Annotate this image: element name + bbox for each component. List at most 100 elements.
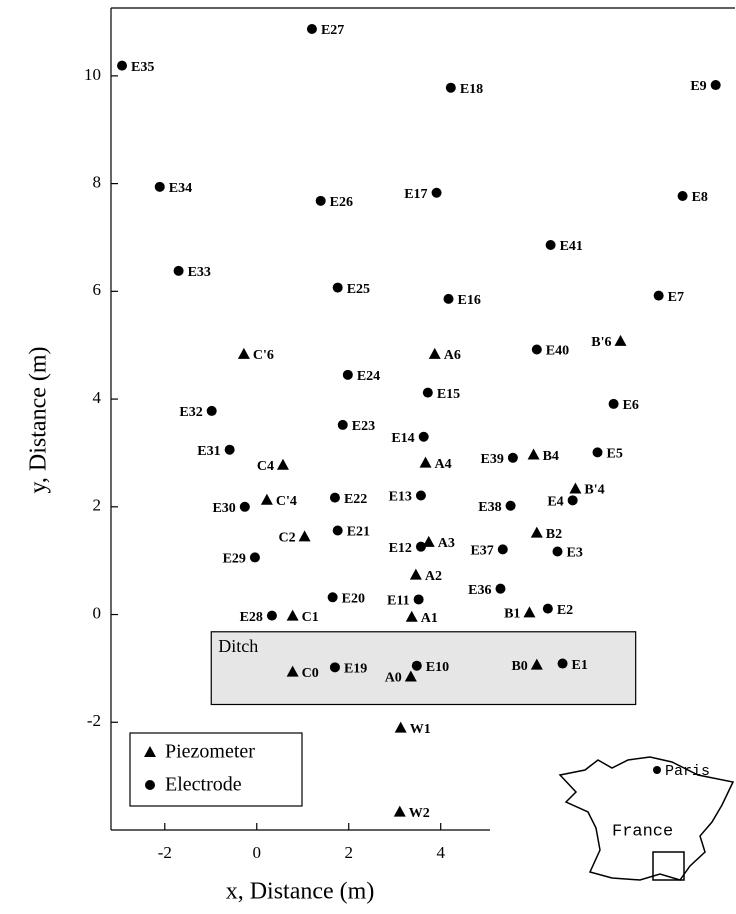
electrode-marker [306, 24, 317, 35]
point-label: E25 [347, 282, 370, 297]
piezometer-marker [394, 721, 407, 733]
electrode-marker [327, 592, 338, 603]
electrode-marker [542, 603, 553, 614]
inset-box [652, 851, 685, 881]
point-label: B'4 [584, 483, 604, 498]
electrode-marker [249, 552, 260, 563]
point-label: E31 [197, 444, 220, 459]
point-label: E35 [131, 60, 154, 75]
y-tick-label: 4 [93, 388, 102, 407]
point-label: A6 [444, 348, 461, 363]
electrode-marker [117, 60, 128, 71]
point-label: E23 [352, 419, 375, 434]
electrode-marker [315, 195, 326, 206]
point-label: A0 [385, 671, 402, 686]
point-label: A1 [421, 611, 438, 626]
electrode-marker [239, 501, 250, 512]
paris-dot [653, 766, 661, 774]
x-tick-label: -2 [158, 843, 172, 862]
piezometer-marker [422, 535, 435, 547]
piezometer-marker [530, 526, 543, 538]
piezometer-marker [276, 458, 289, 470]
piezometer-marker [405, 610, 418, 622]
electrode-marker [266, 610, 277, 621]
point-label: W1 [410, 722, 431, 737]
piezometer-marker [286, 609, 299, 621]
electrode-marker [552, 546, 563, 557]
electrode-marker [677, 190, 688, 201]
point-label: E38 [478, 500, 501, 515]
y-tick-label: 6 [93, 280, 102, 299]
electrode-marker [329, 662, 340, 673]
point-label: A3 [438, 536, 455, 551]
point-label: E32 [179, 405, 202, 420]
electrode-marker [443, 293, 454, 304]
piezometer-marker [260, 493, 273, 505]
piezometer-marker [419, 456, 432, 468]
point-label: B4 [543, 449, 559, 464]
point-label: E11 [387, 594, 410, 609]
electrode-marker [505, 500, 516, 511]
ditch [210, 631, 637, 706]
electrode-marker [497, 544, 508, 555]
legend-box [129, 732, 303, 807]
electrode-marker [557, 658, 568, 669]
point-label: E3 [567, 546, 583, 561]
y-axis-label: y, Distance (m) [26, 346, 52, 493]
electrode-marker [418, 431, 429, 442]
point-label: E18 [460, 82, 483, 97]
electrode-marker [332, 282, 343, 293]
point-label: E19 [344, 662, 367, 677]
point-label: E13 [389, 490, 412, 505]
piezometer-marker [298, 530, 311, 542]
y-tick-label: -2 [87, 711, 101, 730]
point-label: E20 [342, 592, 365, 607]
x-tick-label: 0 [253, 843, 262, 862]
point-label: B'6 [591, 335, 611, 350]
piezometer-marker [428, 347, 441, 359]
y-tick-label: 8 [93, 173, 102, 192]
point-label: B0 [511, 659, 527, 674]
point-label: E8 [692, 190, 708, 205]
point-label: E1 [572, 658, 588, 673]
point-label: E21 [347, 525, 370, 540]
legend-marker [145, 780, 155, 790]
point-label: E22 [344, 492, 367, 507]
point-label: C'4 [276, 494, 297, 509]
electrode-marker [545, 240, 556, 251]
france-label: France [612, 822, 673, 841]
electrode-marker [411, 660, 422, 671]
point-label: E9 [690, 79, 706, 94]
electrode-marker [413, 594, 424, 605]
piezometer-marker [393, 805, 406, 817]
piezometer-marker [614, 334, 627, 346]
point-label: E16 [458, 293, 481, 308]
y-tick-label: 10 [84, 65, 101, 84]
france-outline [558, 756, 735, 881]
electrode-marker [154, 181, 165, 192]
ditch-label: Ditch [218, 636, 258, 656]
point-label: E5 [607, 447, 623, 462]
x-tick-label: 4 [436, 843, 445, 862]
electrode-marker [173, 265, 184, 276]
piezometer-marker [237, 347, 250, 359]
france-inset: Paris France [558, 756, 735, 881]
paris-label: Paris [665, 763, 710, 780]
point-label: C0 [302, 666, 319, 681]
point-label: E17 [404, 187, 427, 202]
piezometer-marker [286, 665, 299, 677]
legend-label: Electrode [165, 774, 242, 796]
piezometer-marker [404, 670, 417, 682]
electrode-marker [337, 419, 348, 430]
electrode-marker [415, 490, 426, 501]
point-label: E14 [391, 431, 414, 446]
piezometer-marker [409, 568, 422, 580]
electrode-marker [608, 398, 619, 409]
point-label: E24 [357, 369, 380, 384]
piezometer-marker [527, 448, 540, 460]
electrode-marker [495, 583, 506, 594]
piezometer-marker [569, 482, 582, 494]
point-label: E10 [426, 660, 449, 675]
point-label: C4 [257, 459, 274, 474]
